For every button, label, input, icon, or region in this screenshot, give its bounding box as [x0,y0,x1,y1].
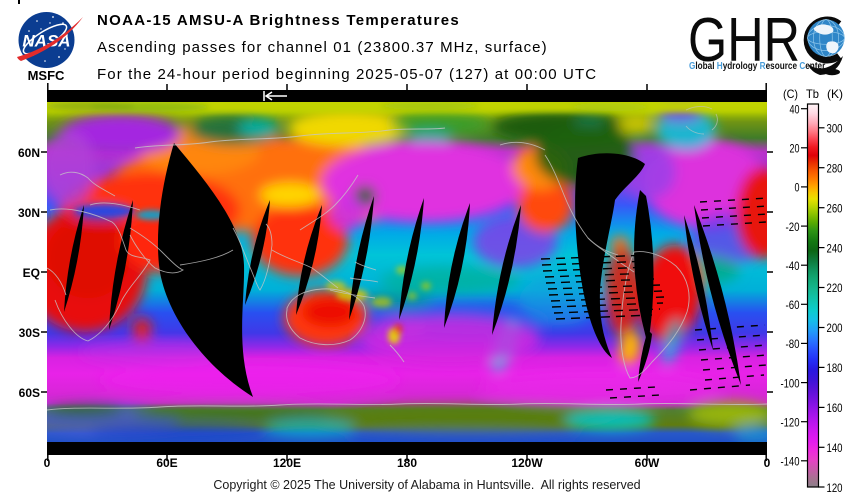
svg-text:0: 0 [764,456,771,470]
svg-text:(K): (K) [827,87,843,101]
svg-text:30S: 30S [19,326,40,340]
svg-text:-140: -140 [781,455,800,469]
svg-text:60N: 60N [18,146,40,160]
svg-text:120E: 120E [273,456,301,470]
svg-text:60W: 60W [635,456,660,470]
svg-text:220: 220 [827,281,843,295]
svg-text:120W: 120W [511,456,543,470]
svg-text:-20: -20 [786,220,800,234]
svg-text:-40: -40 [786,259,800,273]
svg-text:180: 180 [397,456,417,470]
svg-text:140: 140 [827,441,843,455]
svg-text:260: 260 [827,201,843,215]
svg-text:300: 300 [827,122,843,136]
svg-text:-100: -100 [781,376,800,390]
svg-text:60S: 60S [19,386,40,400]
svg-text:120: 120 [827,481,843,495]
svg-text:EQ: EQ [23,266,40,280]
svg-text:Tb: Tb [806,87,819,101]
svg-text:NASA: NASA [22,32,70,51]
svg-text:30N: 30N [18,206,40,220]
svg-text:160: 160 [827,401,843,415]
svg-text:180: 180 [827,361,843,375]
svg-text:240: 240 [827,241,843,255]
svg-text:0: 0 [44,456,51,470]
svg-text:280: 280 [827,161,843,175]
svg-text:40: 40 [790,102,800,116]
svg-text:60E: 60E [156,456,177,470]
svg-text:0: 0 [795,181,800,195]
svg-text:(C): (C) [783,87,798,101]
svg-text:-120: -120 [781,415,800,429]
svg-text:200: 200 [827,321,843,335]
svg-text:20: 20 [790,142,800,156]
svg-text:-60: -60 [786,298,800,312]
svg-text:-80: -80 [786,337,800,351]
svg-text:GHR: GHR [688,6,800,75]
